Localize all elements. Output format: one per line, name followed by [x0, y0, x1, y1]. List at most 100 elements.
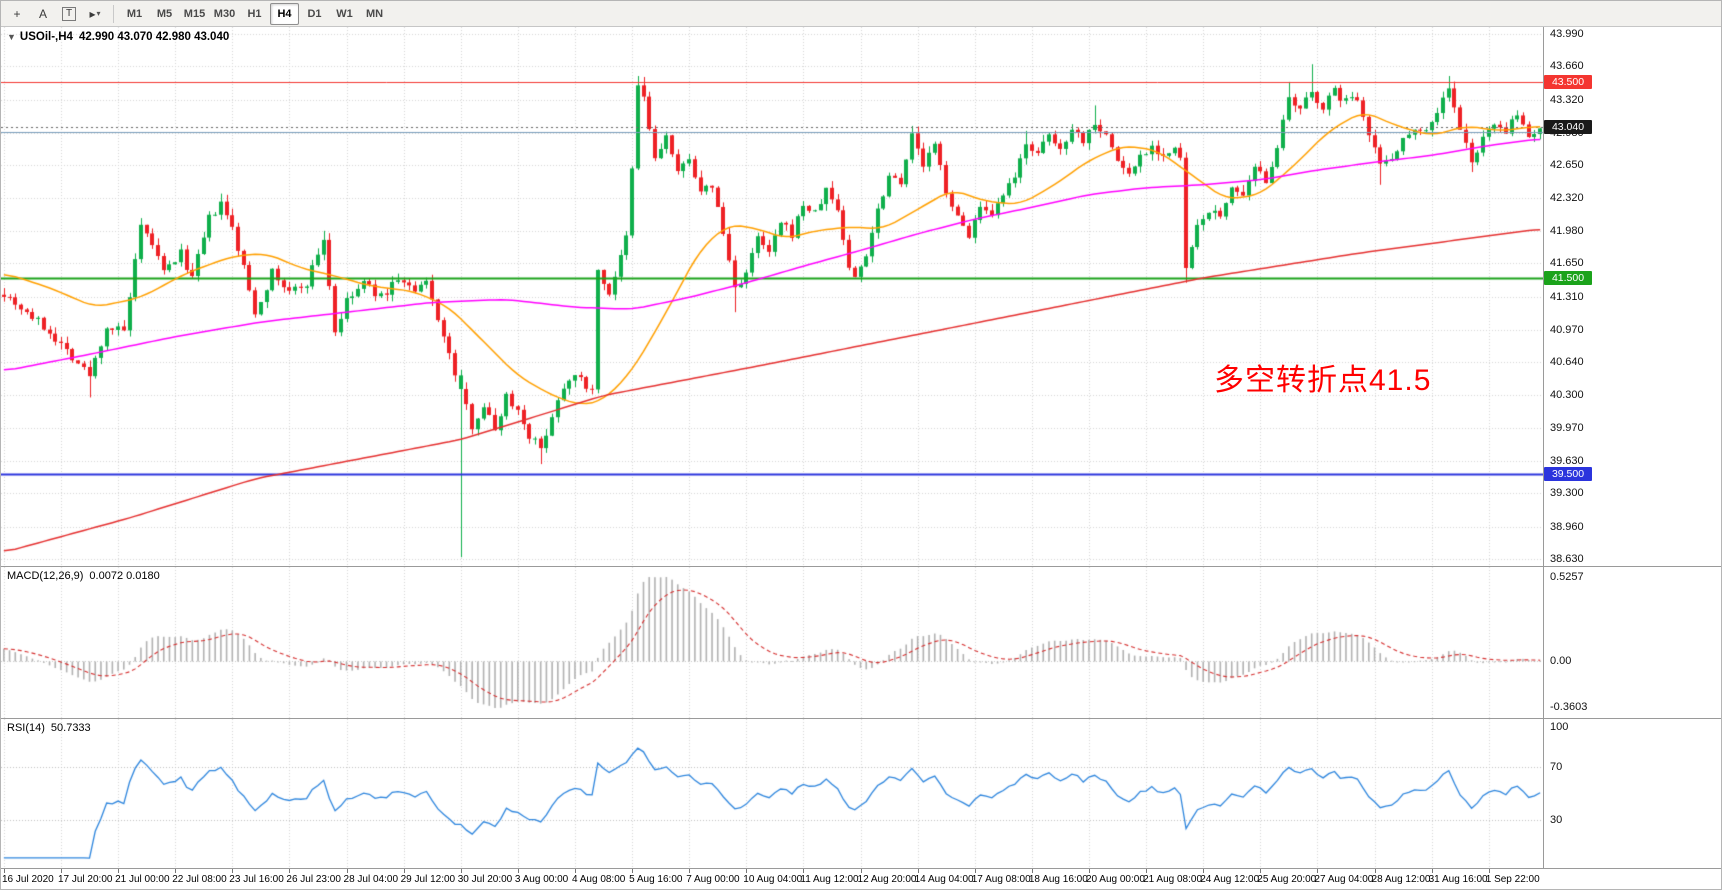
- macd-panel-separator[interactable]: [1, 566, 1721, 567]
- timeframe-button-m5[interactable]: M5: [156, 7, 173, 20]
- time-label: 29 Jul 12:00: [400, 874, 456, 885]
- price-scale-label: 41.310: [1550, 290, 1584, 303]
- time-tick: [1146, 869, 1147, 873]
- time-tick: [918, 869, 919, 873]
- rsi-canvas[interactable]: [1, 719, 1543, 868]
- time-label: 5 Aug 16:00: [629, 874, 683, 885]
- time-label: 3 Aug 00:00: [514, 874, 569, 885]
- timeframe-button-h1[interactable]: H1: [247, 7, 262, 20]
- dropdown-caret-icon: ▾: [96, 9, 101, 18]
- timeframe-button-m15[interactable]: M15: [183, 7, 206, 20]
- time-label: 31 Aug 16:00: [1428, 874, 1488, 885]
- price-scale-label: 42.980: [1550, 126, 1584, 139]
- timeframe-button-d1[interactable]: D1: [307, 7, 322, 20]
- rsi-panel-separator[interactable]: [1, 718, 1721, 719]
- time-tick: [1432, 869, 1433, 873]
- time-label: 18 Aug 16:00: [1028, 874, 1088, 885]
- price-scale-label: 43.990: [1550, 27, 1584, 40]
- time-label: 7 Aug 00:00: [686, 874, 740, 885]
- timeframe-button-m30[interactable]: M30: [213, 7, 236, 20]
- time-label: 1 Sep 22:00: [1485, 874, 1540, 885]
- time-label: 11 Aug 12:00: [800, 874, 859, 885]
- rsi-scale-100: 100: [1550, 721, 1569, 733]
- rsi-scale-30: 30: [1550, 814, 1563, 827]
- macd-scale-zero: 0.00: [1550, 655, 1572, 668]
- cursor-tool-icon[interactable]: ▸ ▾: [89, 6, 101, 21]
- time-label: 17 Jul 20:00: [57, 874, 113, 885]
- time-tick: [61, 869, 62, 873]
- time-tick: [518, 869, 519, 873]
- timeframe-buttons: M1 M5 M15 M30 H1 H4 D1 W1 MN: [120, 2, 389, 25]
- time-label: 14 Aug 04:00: [914, 874, 974, 885]
- time-label: 28 Jul 04:00: [343, 874, 399, 885]
- price-tag-39.500: 39.500: [1544, 466, 1592, 481]
- chart-annotation-text: 多空转折点41.5: [1214, 364, 1432, 397]
- time-tick: [975, 869, 976, 873]
- timeframe-button-h4[interactable]: H4: [270, 2, 299, 25]
- time-tick: [404, 869, 405, 873]
- time-tick: [347, 869, 348, 873]
- time-label: 28 Aug 12:00: [1371, 874, 1431, 885]
- timeframe-button-w1[interactable]: W1: [336, 7, 353, 20]
- price-scale-label: 40.300: [1550, 389, 1584, 402]
- ohlc-values: 42.990 43.070 42.980 43.040: [78, 31, 230, 43]
- chart-title: ▼ USOil-,H4 42.990 43.070 42.980 43.040: [7, 31, 229, 43]
- time-tick: [461, 869, 462, 873]
- toolbar: + A T ▸ ▾ M1 M5 M15 M30 H1 H4 D1 W1 MN: [1, 1, 1721, 27]
- price-chart-panel: ▼ USOil-,H4 42.990 43.070 42.980 43.040 多空…: [1, 27, 1543, 566]
- toolbar-separator: [113, 4, 114, 23]
- rsi-label: RSI(14) 50.7333: [7, 722, 91, 734]
- time-tick: [1032, 869, 1033, 873]
- bid-price-tag: 43.040: [1544, 119, 1592, 134]
- price-chart-canvas[interactable]: [1, 27, 1543, 566]
- time-tick: [289, 869, 290, 873]
- time-tick: [1375, 869, 1376, 873]
- time-axis-separator: [1, 868, 1721, 869]
- time-label: 24 Aug 12:00: [1200, 874, 1260, 885]
- macd-values: 0.0072 0.0180: [89, 570, 160, 582]
- price-scale-label: 40.640: [1550, 356, 1584, 369]
- rsi-value: 50.7333: [50, 722, 91, 734]
- macd-scale-bottom: -0.3603: [1550, 701, 1588, 713]
- time-tick: [4, 869, 5, 873]
- macd-name: MACD(12,26,9): [7, 570, 84, 582]
- collapse-triangle-icon[interactable]: ▼: [7, 32, 16, 42]
- time-label: 27 Aug 04:00: [1314, 874, 1374, 885]
- macd-label: MACD(12,26,9) 0.0072 0.0180: [7, 570, 160, 582]
- symbol-period-label: USOil-,H4: [19, 31, 73, 43]
- rsi-scale-70: 70: [1550, 760, 1563, 773]
- time-tick: [232, 869, 233, 873]
- time-label: 4 Aug 08:00: [571, 874, 626, 885]
- time-label: 12 Aug 20:00: [857, 874, 917, 885]
- price-scale-label: 43.660: [1550, 60, 1584, 73]
- macd-panel: MACD(12,26,9) 0.0072 0.0180: [1, 567, 1543, 718]
- price-scale-label: 42.320: [1550, 191, 1584, 204]
- price-scale-label: 38.630: [1550, 553, 1584, 566]
- text-box-icon[interactable]: T: [57, 3, 81, 25]
- rsi-panel: RSI(14) 50.7333: [1, 719, 1543, 868]
- price-tag-41.500: 41.500: [1544, 270, 1592, 285]
- time-label: 20 Aug 00:00: [1085, 874, 1145, 885]
- time-label: 23 Jul 16:00: [229, 874, 284, 885]
- price-scale-label: 41.980: [1550, 224, 1584, 237]
- price-scale-label: 40.970: [1550, 323, 1584, 336]
- time-tick: [632, 869, 633, 873]
- price-scale-label: 39.300: [1550, 487, 1584, 500]
- time-tick: [1489, 869, 1490, 873]
- timeframe-button-m1[interactable]: M1: [126, 7, 143, 20]
- time-tick: [861, 869, 862, 873]
- time-label: 21 Jul 00:00: [115, 874, 170, 885]
- price-scale-label: 38.960: [1550, 520, 1584, 533]
- time-tick: [118, 869, 119, 873]
- time-tick: [1317, 869, 1318, 873]
- time-tick: [689, 869, 690, 873]
- timeframe-button-mn[interactable]: MN: [365, 7, 384, 20]
- macd-canvas[interactable]: [1, 567, 1543, 718]
- time-label: 26 Jul 23:00: [286, 874, 341, 885]
- time-axis: 16 Jul 2020 17 Jul 20:00 21 Jul 00:00 22 Ju…: [1, 869, 1721, 889]
- time-label: 10 Aug 04:00: [743, 874, 803, 885]
- time-label: 22 Jul 08:00: [172, 874, 227, 885]
- text-label-icon[interactable]: A: [38, 6, 47, 21]
- crosshair-icon[interactable]: +: [13, 6, 21, 21]
